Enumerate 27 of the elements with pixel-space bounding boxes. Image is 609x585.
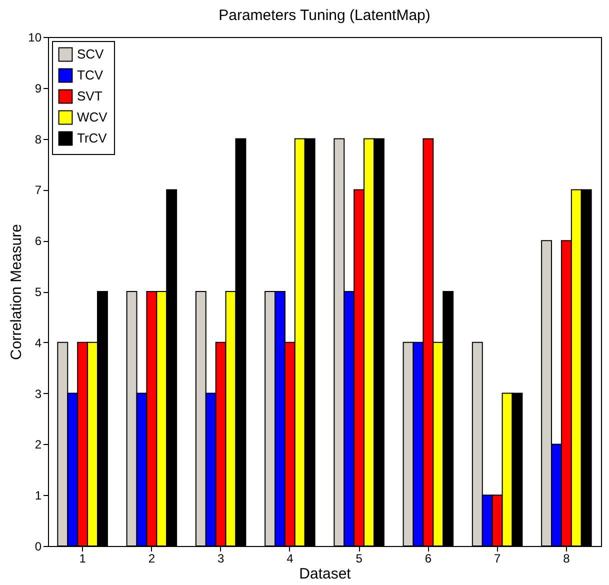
- y-tick-label: 5: [34, 285, 42, 299]
- x-tick-label: 4: [286, 552, 294, 566]
- y-tick-label: 3: [34, 386, 42, 401]
- legend-label: TCV: [77, 68, 104, 82]
- y-tick-label: 10: [28, 30, 42, 44]
- chart-title: Parameters Tuning (LatentMap): [218, 7, 430, 24]
- y-tick-label: 9: [34, 81, 42, 96]
- legend-label: SCV: [77, 46, 104, 62]
- y-axis-title: Correlation Measure: [8, 224, 26, 360]
- y-tick-label: 2: [34, 438, 42, 452]
- y-tick-label: 6: [34, 234, 42, 248]
- legend-label: SVT: [77, 88, 102, 104]
- x-tick-label: 6: [424, 552, 432, 566]
- y-tick-label: 7: [34, 183, 42, 198]
- x-tick-label: 2: [148, 552, 156, 566]
- y-tick-label: 8: [34, 132, 42, 146]
- x-tick-label: 5: [356, 552, 363, 566]
- y-tick-label: 4: [34, 336, 42, 350]
- x-tick-label: 1: [79, 552, 86, 566]
- x-axis-title: Dataset: [299, 566, 352, 582]
- x-tick-label: 8: [563, 552, 570, 566]
- legend-label: WCV: [77, 110, 108, 124]
- legend-label: TrCV: [77, 130, 108, 146]
- x-tick-label: 3: [217, 552, 224, 566]
- y-tick-label: 1: [34, 488, 42, 503]
- x-tick-label: 7: [494, 552, 501, 566]
- y-tick-label: 0: [34, 540, 42, 554]
